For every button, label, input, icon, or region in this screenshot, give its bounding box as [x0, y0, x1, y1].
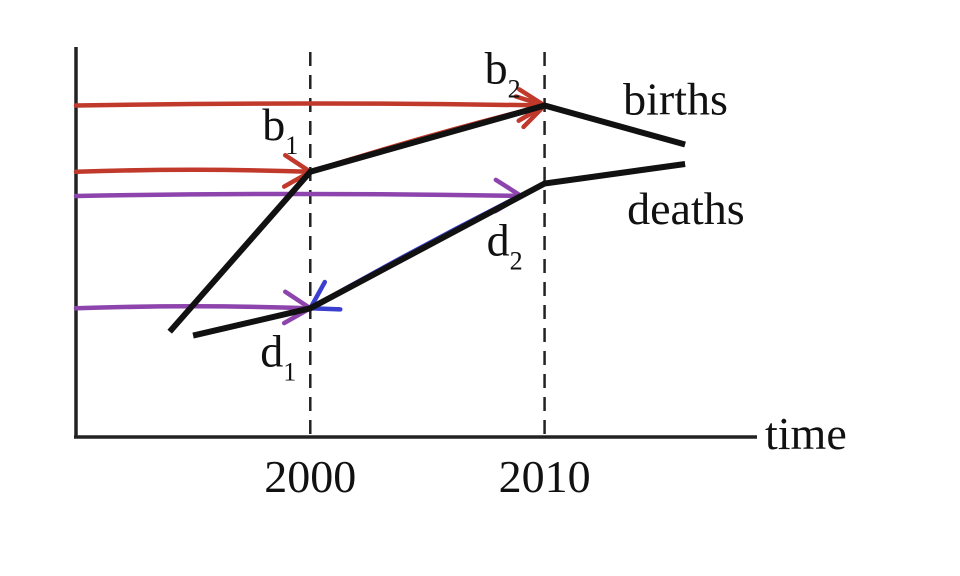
- annotation-arrow-2: [73, 87, 547, 123]
- point-label-d2: d2: [487, 215, 523, 276]
- x-tick-2000: 2000: [264, 451, 356, 502]
- point-labels: b1 b2 d1 d2: [260, 43, 522, 387]
- axes: time: [74, 47, 847, 459]
- series-labels: births deaths: [623, 74, 745, 235]
- point-label-b1: b1: [262, 99, 298, 160]
- series-line-births: [167, 102, 686, 334]
- series-line-deaths: [192, 161, 686, 339]
- series-label-deaths: deaths: [627, 183, 745, 234]
- x-axis-label: time: [765, 408, 847, 459]
- x-tick-2010: 2010: [499, 451, 591, 502]
- year-guides: [309, 52, 546, 437]
- point-label-d1: d1: [260, 325, 296, 386]
- series-label-births: births: [623, 74, 728, 125]
- x-tick-labels: 2000 2010: [264, 451, 590, 502]
- annotation-arrow-1: [73, 153, 313, 189]
- series-lines: [167, 102, 686, 339]
- point-label-b2: b2: [485, 43, 521, 104]
